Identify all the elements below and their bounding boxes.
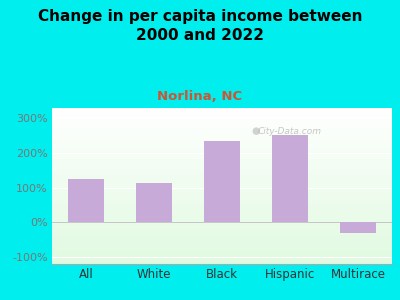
Bar bbox=[204, 141, 240, 222]
Bar bbox=[68, 179, 104, 222]
Text: ●: ● bbox=[252, 126, 260, 136]
Bar bbox=[272, 135, 308, 222]
Text: Norlina, NC: Norlina, NC bbox=[158, 90, 242, 103]
Text: City-Data.com: City-Data.com bbox=[258, 127, 322, 136]
Bar bbox=[136, 182, 172, 222]
Text: Change in per capita income between
2000 and 2022: Change in per capita income between 2000… bbox=[38, 9, 362, 43]
Bar bbox=[340, 222, 376, 233]
